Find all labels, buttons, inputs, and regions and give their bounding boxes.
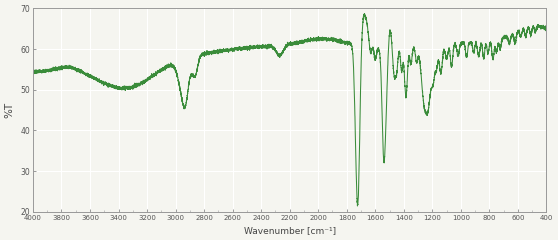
Y-axis label: %T: %T xyxy=(5,102,15,118)
X-axis label: Wavenumber [cm⁻¹]: Wavenumber [cm⁻¹] xyxy=(244,226,336,235)
